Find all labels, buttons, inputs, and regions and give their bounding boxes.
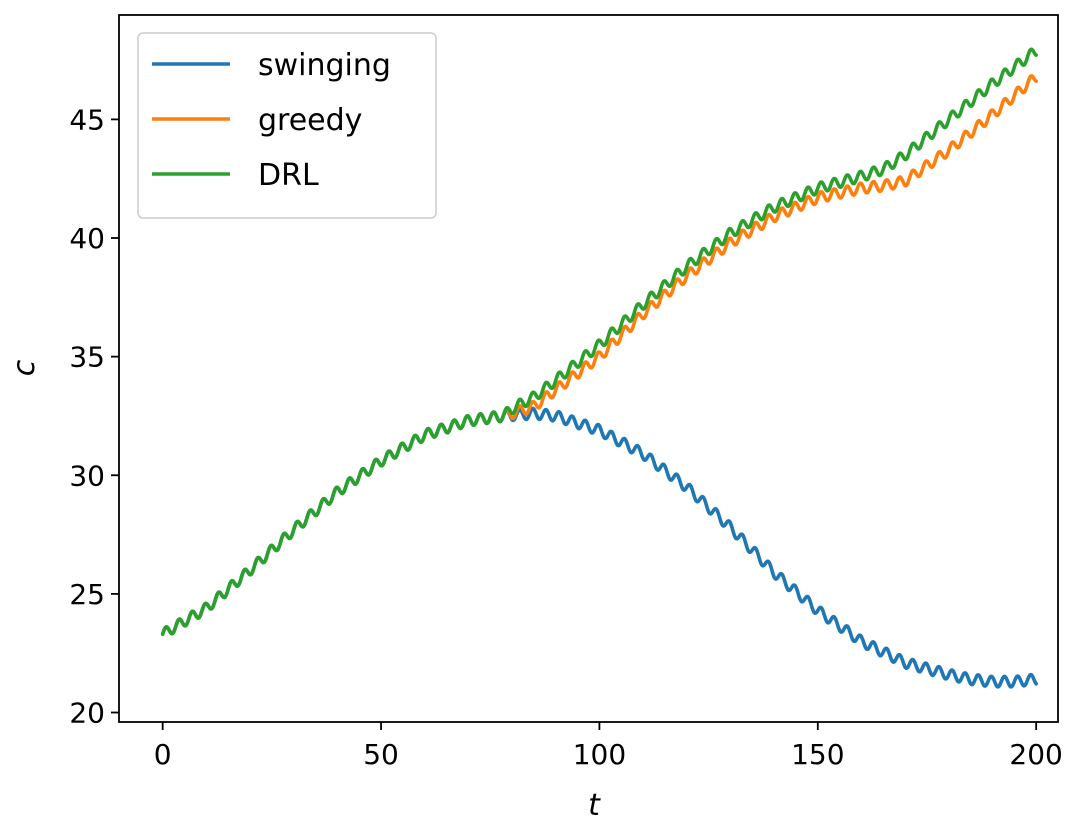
y-axis-label: c bbox=[7, 359, 42, 376]
y-tick-label: 25 bbox=[69, 578, 105, 611]
x-tick-label: 50 bbox=[363, 738, 399, 771]
x-axis-label: t bbox=[588, 788, 601, 823]
series-line-swinging bbox=[160, 406, 1038, 689]
series-line-drl bbox=[160, 47, 1038, 637]
y-tick-label: 30 bbox=[69, 459, 105, 492]
x-tick-label: 200 bbox=[1009, 738, 1062, 771]
ticks-layer: 0 50 100 150 200 20 25 30 35 40 45 bbox=[69, 103, 1063, 771]
legend: swinging greedy DRL bbox=[137, 32, 437, 219]
y-tick-label: 40 bbox=[69, 222, 105, 255]
y-tick-label: 35 bbox=[69, 341, 105, 374]
x-tick-label: 0 bbox=[154, 738, 172, 771]
series-layer bbox=[160, 47, 1038, 689]
legend-box bbox=[137, 32, 437, 219]
x-tick-label: 150 bbox=[791, 738, 844, 771]
legend-label-greedy: greedy bbox=[258, 103, 362, 138]
y-tick-label: 20 bbox=[69, 697, 105, 730]
x-tick-label: 100 bbox=[573, 738, 626, 771]
plot-frame bbox=[118, 14, 1059, 723]
series-line-greedy bbox=[501, 74, 1038, 421]
legend-label-swinging: swinging bbox=[258, 48, 391, 83]
legend-label-drl: DRL bbox=[258, 158, 319, 193]
y-tick-label: 45 bbox=[69, 103, 105, 136]
